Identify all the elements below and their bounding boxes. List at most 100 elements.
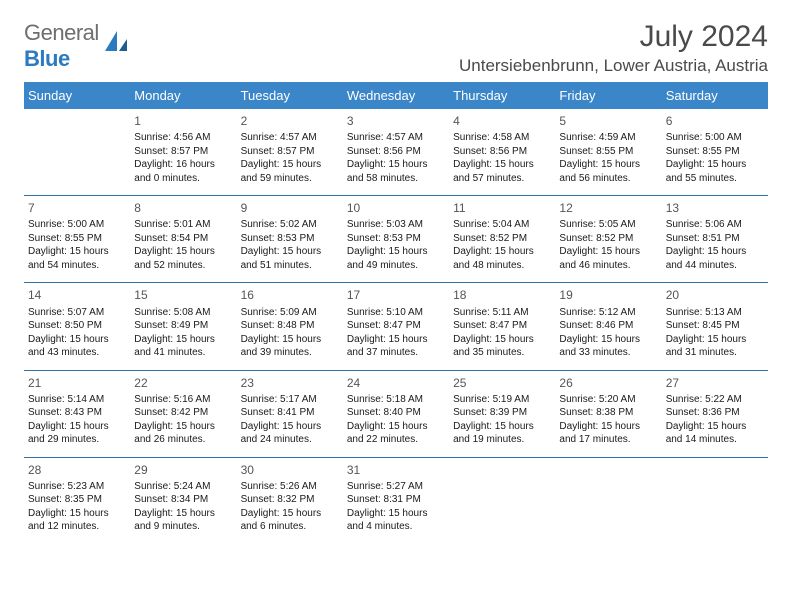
calendar-day-cell <box>449 457 555 544</box>
calendar-day-cell: 23Sunrise: 5:17 AMSunset: 8:41 PMDayligh… <box>237 370 343 457</box>
calendar-day-cell: 4Sunrise: 4:58 AMSunset: 8:56 PMDaylight… <box>449 109 555 196</box>
daylight-line: Daylight: 15 hours and 12 minutes. <box>28 507 126 534</box>
sunrise-line: Sunrise: 5:09 AM <box>241 306 339 320</box>
daylight-line: Daylight: 15 hours and 14 minutes. <box>666 420 764 447</box>
sunset-line: Sunset: 8:57 PM <box>134 145 232 159</box>
sunrise-line: Sunrise: 5:00 AM <box>28 218 126 232</box>
daylight-line: Daylight: 15 hours and 29 minutes. <box>28 420 126 447</box>
logo-text-gray: General <box>24 20 99 45</box>
sunset-line: Sunset: 8:55 PM <box>666 145 764 159</box>
calendar-day-cell: 8Sunrise: 5:01 AMSunset: 8:54 PMDaylight… <box>130 196 236 283</box>
daylight-line: Daylight: 15 hours and 55 minutes. <box>666 158 764 185</box>
sunset-line: Sunset: 8:55 PM <box>28 232 126 246</box>
sunset-line: Sunset: 8:48 PM <box>241 319 339 333</box>
calendar-week-row: 1Sunrise: 4:56 AMSunset: 8:57 PMDaylight… <box>24 109 768 196</box>
calendar-day-cell: 31Sunrise: 5:27 AMSunset: 8:31 PMDayligh… <box>343 457 449 544</box>
calendar-day-cell: 7Sunrise: 5:00 AMSunset: 8:55 PMDaylight… <box>24 196 130 283</box>
calendar-week-row: 7Sunrise: 5:00 AMSunset: 8:55 PMDaylight… <box>24 196 768 283</box>
calendar-day-cell: 3Sunrise: 4:57 AMSunset: 8:56 PMDaylight… <box>343 109 449 196</box>
daylight-line: Daylight: 15 hours and 51 minutes. <box>241 245 339 272</box>
daylight-line: Daylight: 15 hours and 54 minutes. <box>28 245 126 272</box>
sunset-line: Sunset: 8:46 PM <box>559 319 657 333</box>
daylight-line: Daylight: 15 hours and 48 minutes. <box>453 245 551 272</box>
logo-text: General Blue <box>24 20 99 72</box>
sunrise-line: Sunrise: 4:59 AM <box>559 131 657 145</box>
day-number: 29 <box>134 462 232 478</box>
calendar-day-cell: 16Sunrise: 5:09 AMSunset: 8:48 PMDayligh… <box>237 283 343 370</box>
weekday-header: Wednesday <box>343 82 449 109</box>
calendar-day-cell: 19 Sunrise: 5:12 AMSunset: 8:46 PMDayligh… <box>555 283 661 370</box>
sunrise-line: Sunrise: 4:57 AM <box>241 131 339 145</box>
sunset-line: Sunset: 8:31 PM <box>347 493 445 507</box>
sunrise-line: Sunrise: 5:14 AM <box>28 393 126 407</box>
daylight-line: Daylight: 15 hours and 41 minutes. <box>134 333 232 360</box>
sunrise-line: Sunrise: 5:02 AM <box>241 218 339 232</box>
daylight-line: Daylight: 15 hours and 24 minutes. <box>241 420 339 447</box>
calendar-day-cell: 13Sunrise: 5:06 AMSunset: 8:51 PMDayligh… <box>662 196 768 283</box>
sunset-line: Sunset: 8:54 PM <box>134 232 232 246</box>
sunset-line: Sunset: 8:53 PM <box>347 232 445 246</box>
sunset-line: Sunset: 8:38 PM <box>559 406 657 420</box>
sunrise-line: Sunrise: 5:08 AM <box>134 306 232 320</box>
daylight-line: Daylight: 15 hours and 49 minutes. <box>347 245 445 272</box>
sunrise-line: Sunrise: 4:57 AM <box>347 131 445 145</box>
sunset-line: Sunset: 8:56 PM <box>453 145 551 159</box>
day-number: 15 <box>134 287 232 303</box>
day-number: 4 <box>453 113 551 129</box>
calendar-head: SundayMondayTuesdayWednesdayThursdayFrid… <box>24 82 768 109</box>
day-number: 6 <box>666 113 764 129</box>
calendar-day-cell: 20Sunrise: 5:13 AMSunset: 8:45 PMDayligh… <box>662 283 768 370</box>
day-number: 25 <box>453 375 551 391</box>
logo: General Blue <box>24 20 129 72</box>
calendar-day-cell: 5 Sunrise: 4:59 AMSunset: 8:55 PMDaylight… <box>555 109 661 196</box>
daylight-line: Daylight: 15 hours and 52 minutes. <box>134 245 232 272</box>
daylight-line: Daylight: 16 hours and 0 minutes. <box>134 158 232 185</box>
calendar-day-cell <box>24 109 130 196</box>
calendar-day-cell: 26Sunrise: 5:20 AMSunset: 8:38 PMDayligh… <box>555 370 661 457</box>
daylight-line: Daylight: 15 hours and 33 minutes. <box>559 333 657 360</box>
logo-text-blue: Blue <box>24 46 70 71</box>
day-number: 19 <box>559 287 657 303</box>
calendar-day-cell: 1Sunrise: 4:56 AMSunset: 8:57 PMDaylight… <box>130 109 236 196</box>
daylight-line: Daylight: 15 hours and 56 minutes. <box>559 158 657 185</box>
logo-sail-icon <box>103 29 129 60</box>
sunrise-line: Sunrise: 5:12 AM <box>559 306 657 320</box>
calendar-day-cell: 11Sunrise: 5:04 AMSunset: 8:52 PMDayligh… <box>449 196 555 283</box>
title-block: July 2024 Untersiebenbrunn, Lower Austri… <box>459 20 768 76</box>
sunset-line: Sunset: 8:42 PM <box>134 406 232 420</box>
daylight-line: Daylight: 15 hours and 35 minutes. <box>453 333 551 360</box>
sunset-line: Sunset: 8:41 PM <box>241 406 339 420</box>
daylight-line: Daylight: 15 hours and 57 minutes. <box>453 158 551 185</box>
sunset-line: Sunset: 8:47 PM <box>347 319 445 333</box>
calendar-body: 1Sunrise: 4:56 AMSunset: 8:57 PMDaylight… <box>24 109 768 544</box>
daylight-line: Daylight: 15 hours and 46 minutes. <box>559 245 657 272</box>
sunset-line: Sunset: 8:55 PM <box>559 145 657 159</box>
location: Untersiebenbrunn, Lower Austria, Austria <box>459 56 768 76</box>
sunset-line: Sunset: 8:53 PM <box>241 232 339 246</box>
calendar-day-cell: 27Sunrise: 5:22 AMSunset: 8:36 PMDayligh… <box>662 370 768 457</box>
sunrise-line: Sunrise: 5:26 AM <box>241 480 339 494</box>
daylight-line: Daylight: 15 hours and 22 minutes. <box>347 420 445 447</box>
calendar-day-cell <box>662 457 768 544</box>
daylight-line: Daylight: 15 hours and 4 minutes. <box>347 507 445 534</box>
sunrise-line: Sunrise: 5:05 AM <box>559 218 657 232</box>
daylight-line: Daylight: 15 hours and 6 minutes. <box>241 507 339 534</box>
day-number: 21 <box>28 375 126 391</box>
sunrise-line: Sunrise: 5:04 AM <box>453 218 551 232</box>
sunrise-line: Sunrise: 4:56 AM <box>134 131 232 145</box>
calendar-day-cell: 18Sunrise: 5:11 AMSunset: 8:47 PMDayligh… <box>449 283 555 370</box>
weekday-header: Friday <box>555 82 661 109</box>
sunrise-line: Sunrise: 5:20 AM <box>559 393 657 407</box>
daylight-line: Daylight: 15 hours and 37 minutes. <box>347 333 445 360</box>
daylight-line: Daylight: 15 hours and 9 minutes. <box>134 507 232 534</box>
day-number: 3 <box>347 113 445 129</box>
calendar-day-cell: 17Sunrise: 5:10 AMSunset: 8:47 PMDayligh… <box>343 283 449 370</box>
sunrise-line: Sunrise: 5:19 AM <box>453 393 551 407</box>
calendar-day-cell: 6Sunrise: 5:00 AMSunset: 8:55 PMDaylight… <box>662 109 768 196</box>
sunset-line: Sunset: 8:32 PM <box>241 493 339 507</box>
sunrise-line: Sunrise: 5:17 AM <box>241 393 339 407</box>
daylight-line: Daylight: 15 hours and 43 minutes. <box>28 333 126 360</box>
sunrise-line: Sunrise: 5:07 AM <box>28 306 126 320</box>
day-number: 5 <box>559 113 657 129</box>
calendar-week-row: 21Sunrise: 5:14 AMSunset: 8:43 PMDayligh… <box>24 370 768 457</box>
